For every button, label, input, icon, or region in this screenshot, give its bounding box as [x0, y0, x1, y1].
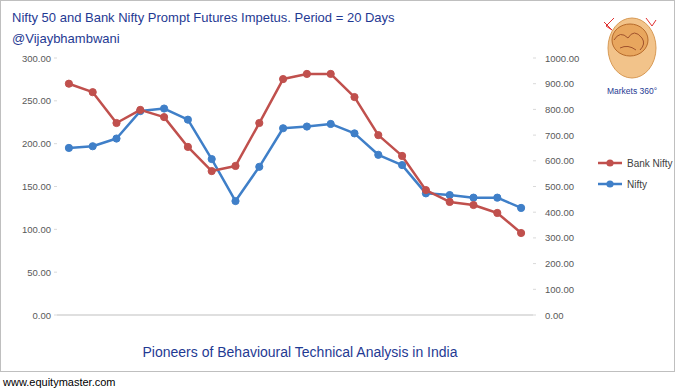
tick-label: 700.00	[545, 130, 574, 141]
series-point	[256, 163, 263, 170]
logo-sparks	[604, 18, 656, 30]
series-point	[518, 204, 525, 211]
legend-label: Bank Nifty	[627, 158, 673, 169]
logo-head	[608, 18, 656, 78]
tick-label: 150.00	[22, 181, 51, 192]
series-point	[351, 130, 358, 137]
series-line	[69, 74, 521, 233]
series-point	[375, 132, 382, 139]
series-point	[446, 191, 453, 198]
series-point	[399, 152, 406, 159]
tick-mark	[533, 135, 536, 136]
series-point	[208, 167, 215, 174]
tick-mark	[533, 315, 536, 316]
tick-label: 50.00	[27, 267, 51, 278]
tick-mark	[54, 315, 57, 316]
tick-label: 0.00	[33, 310, 52, 321]
series-point	[208, 155, 215, 162]
tick-label: 300.00	[22, 53, 51, 64]
series-point	[446, 198, 453, 205]
tick-mark	[533, 186, 536, 187]
series-line	[69, 109, 521, 208]
tick-mark	[533, 237, 536, 238]
tick-mark	[54, 272, 57, 273]
tick-mark	[533, 109, 536, 110]
logo-icon	[604, 18, 656, 78]
tick-mark	[54, 143, 57, 144]
logo-caption: Markets 360°	[607, 86, 657, 96]
source: www.equitymaster.com	[2, 376, 115, 388]
footer-caption: Pioneers of Behavioural Technical Analys…	[143, 344, 458, 360]
tick-label: 100.00	[545, 284, 574, 295]
series-point	[422, 186, 429, 193]
tick-label: 300.00	[545, 232, 574, 243]
subtitle: @Vijaybhambwani	[12, 31, 120, 46]
tick-mark	[533, 263, 536, 264]
series-point	[303, 70, 310, 77]
plot-area	[65, 70, 524, 236]
series-point	[494, 209, 501, 216]
series-point	[65, 80, 72, 87]
series-point	[113, 135, 120, 142]
series-point	[184, 116, 191, 123]
series-point	[518, 229, 525, 236]
series-point	[256, 119, 263, 126]
tick-mark	[533, 289, 536, 290]
series-point	[327, 70, 334, 77]
tick-label: 600.00	[545, 155, 574, 166]
tick-label: 0.00	[545, 310, 564, 321]
tick-label: 200.00	[545, 258, 574, 269]
series-point	[232, 197, 239, 204]
tick-label: 400.00	[545, 207, 574, 218]
series-point	[65, 144, 72, 151]
series-point	[137, 106, 144, 113]
series-point	[89, 143, 96, 150]
series-point	[161, 114, 168, 121]
series-point	[399, 161, 406, 168]
chart: Nifty 50 and Bank Nifty Prompt Futures I…	[0, 0, 675, 391]
tick-label: 1000.00	[545, 53, 579, 64]
series-point	[161, 105, 168, 112]
tick-label: 900.00	[545, 78, 574, 89]
series-point	[375, 151, 382, 158]
series-point	[184, 143, 191, 150]
tick-label: 500.00	[545, 181, 574, 192]
series-point	[280, 125, 287, 132]
tick-mark	[533, 160, 536, 161]
series-point	[470, 194, 477, 201]
title: Nifty 50 and Bank Nifty Prompt Futures I…	[12, 10, 395, 25]
series-point	[280, 75, 287, 82]
tick-label: 800.00	[545, 104, 574, 115]
tick-label: 250.00	[22, 95, 51, 106]
series-point	[327, 120, 334, 127]
tick-mark	[54, 186, 57, 187]
series-point	[232, 162, 239, 169]
tick-mark	[533, 58, 536, 59]
logo-brain-lines	[614, 33, 644, 50]
series-point	[113, 119, 120, 126]
series-point	[303, 123, 310, 130]
chart-frame	[1, 1, 675, 372]
series-point	[470, 201, 477, 208]
tick-mark	[533, 212, 536, 213]
tick-mark	[533, 83, 536, 84]
legend-label: Nifty	[627, 179, 647, 190]
series-point	[89, 89, 96, 96]
tick-mark	[54, 100, 57, 101]
logo-brain	[612, 24, 648, 56]
legend-marker	[606, 180, 613, 187]
tick-label: 200.00	[22, 138, 51, 149]
tick-label: 100.00	[22, 224, 51, 235]
x-axis	[57, 315, 533, 316]
series-point	[351, 93, 358, 100]
tick-mark	[54, 229, 57, 230]
series-point	[494, 194, 501, 201]
tick-mark	[54, 58, 57, 59]
legend-marker	[606, 159, 613, 166]
